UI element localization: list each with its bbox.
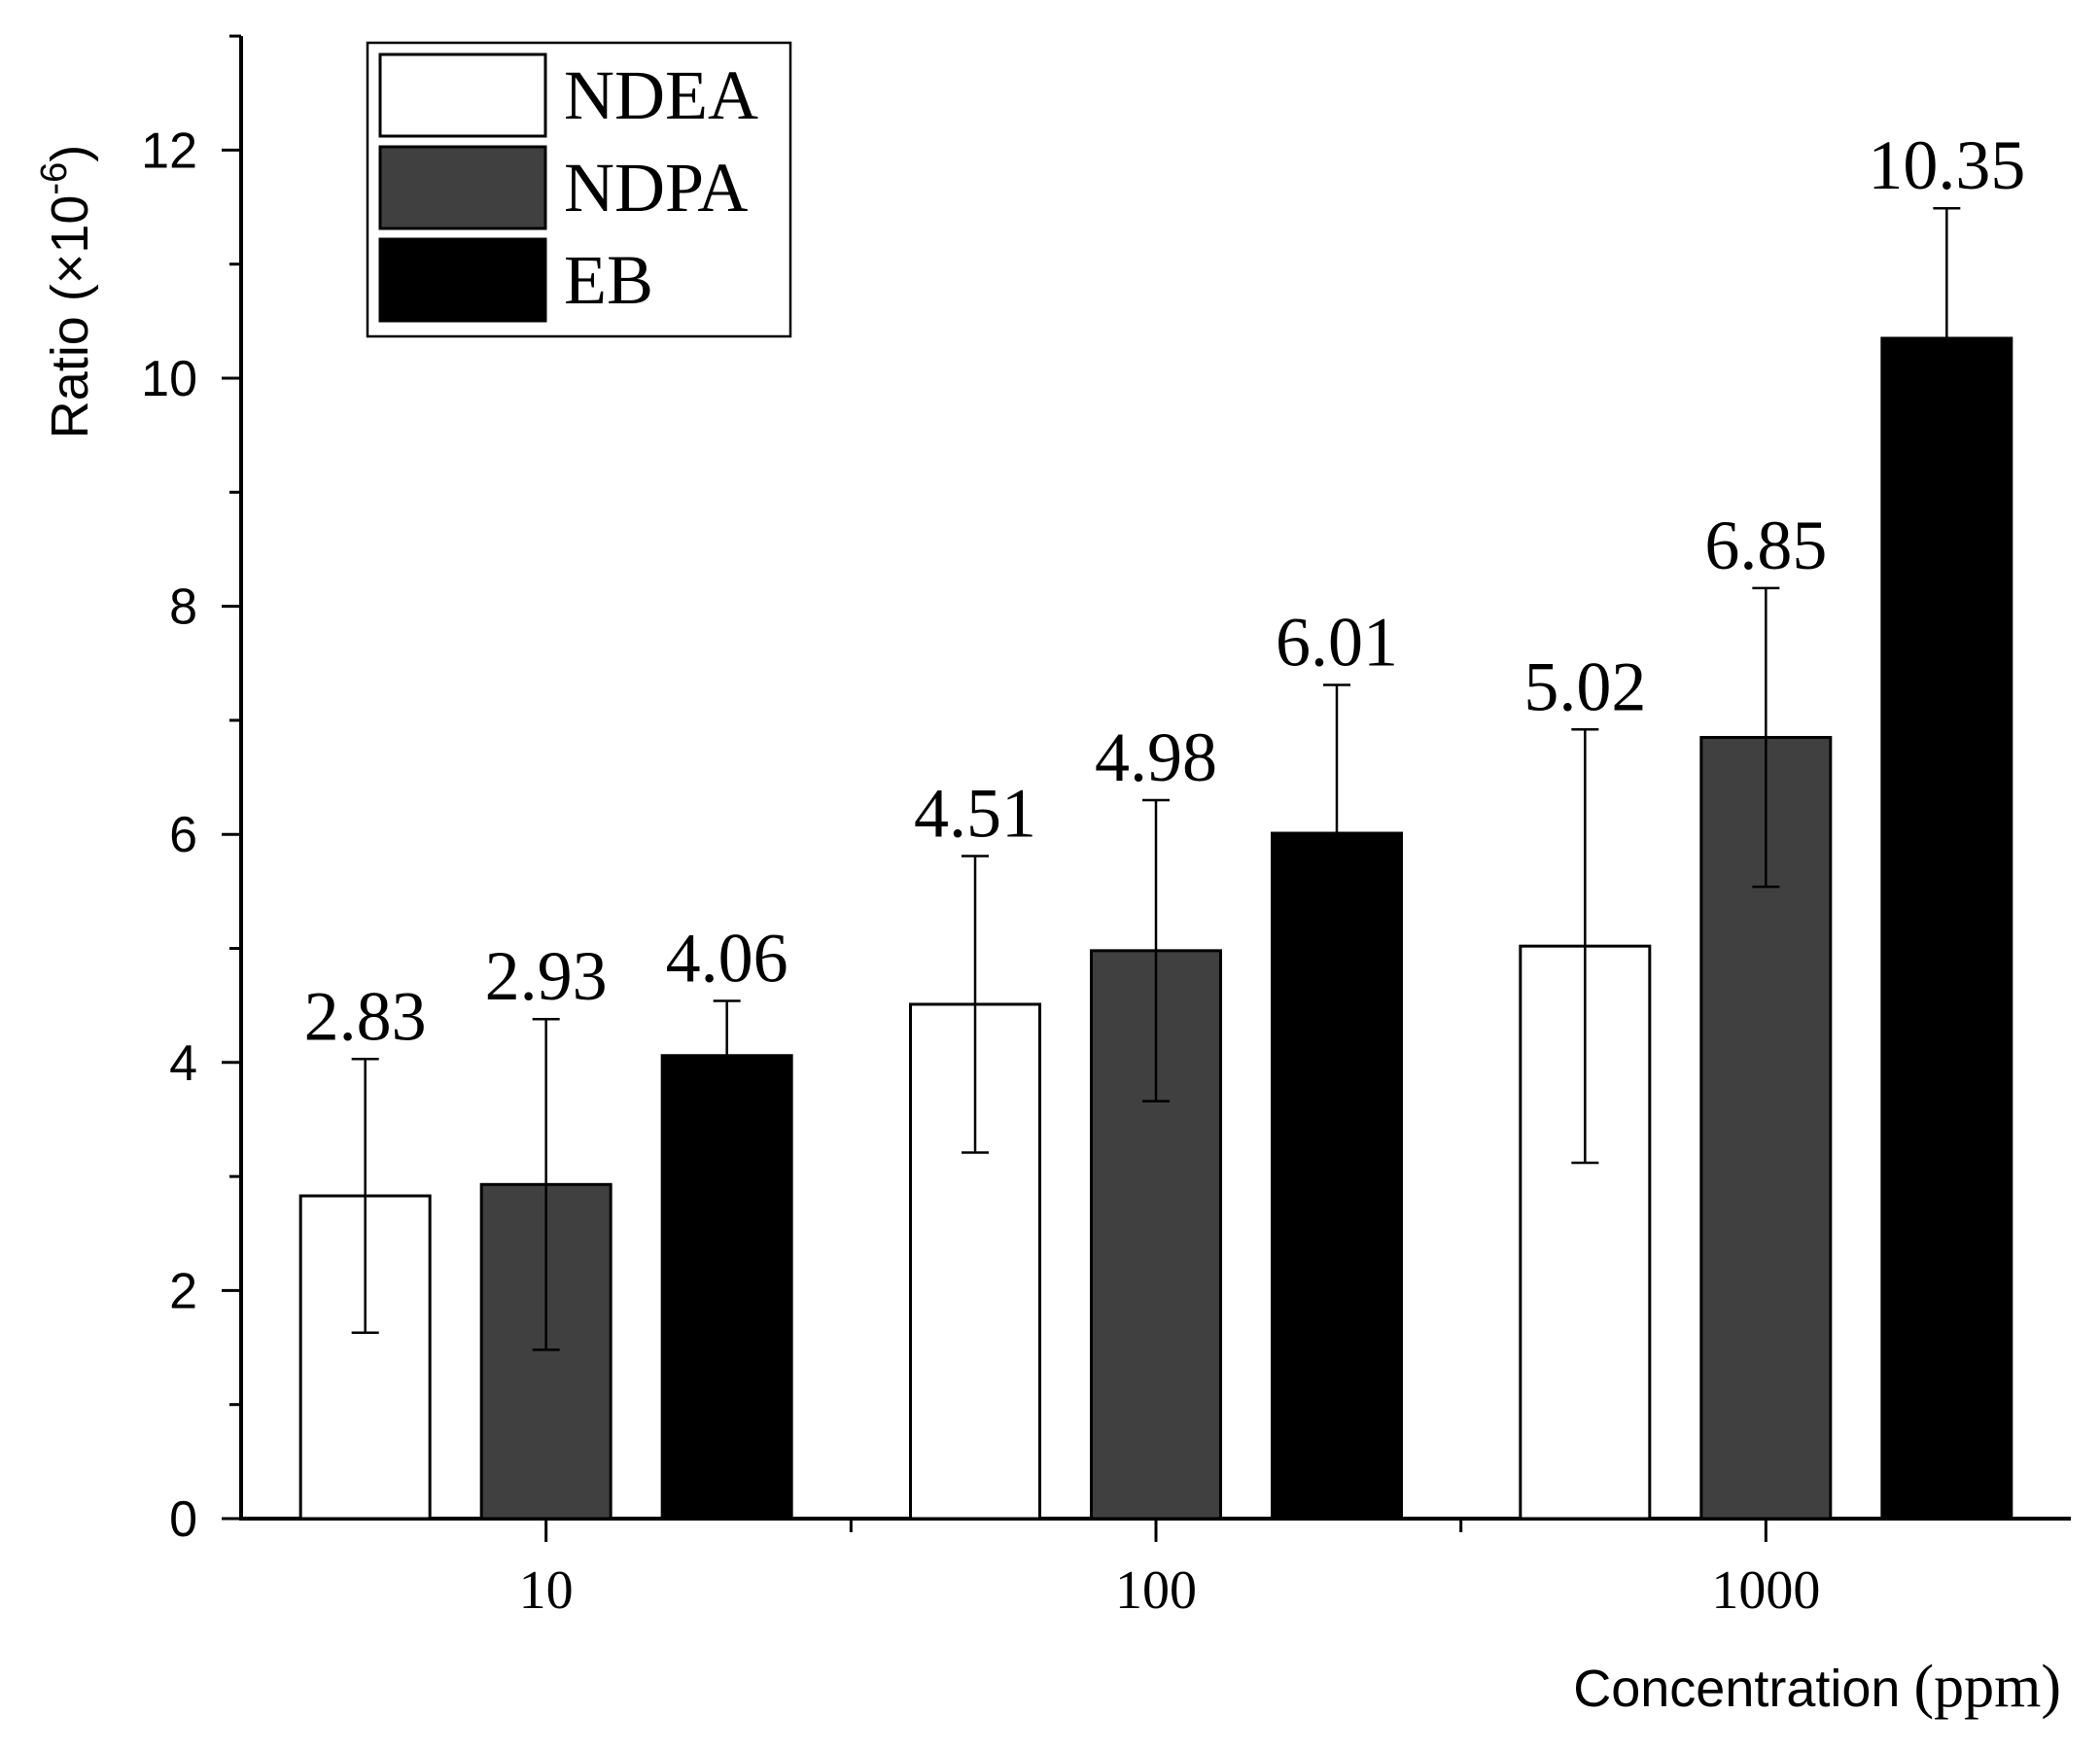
bars: 2.83 2.93 4.06 4.51 4.98 6.01 5.02 6.85 10.35 [298,126,2025,1521]
y-tick-label: 12 [141,122,197,179]
data-label: 2.83 [304,977,427,1055]
legend-swatch [378,52,547,138]
legend-label: NDPA [564,149,748,227]
bar [660,1054,793,1521]
y-axis-title: Ratio (×10-6) [34,145,99,438]
y-axis: 0 2 4 6 8 10 12 [141,34,243,1548]
legend-label: NDEA [564,56,758,134]
y-tick-label: 4 [169,1035,197,1092]
bar [1880,336,2013,1521]
y-tick-label: 8 [169,579,197,636]
bar [909,1002,1041,1521]
x-tick-label: 1000 [1711,1560,1820,1621]
data-label: 6.01 [1276,604,1398,682]
x-tick-label: 100 [1115,1560,1197,1621]
legend-swatch [378,145,547,230]
bar [298,1194,432,1521]
x-axis: 10 100 1000 [239,1517,2071,1621]
y-tick-label: 0 [169,1491,197,1548]
data-label: 6.85 [1704,507,1827,584]
y-tick-label: 6 [169,807,197,863]
data-label: 4.51 [914,774,1036,852]
legend-swatch [378,237,547,323]
y-tick-label: 2 [169,1263,197,1319]
legend-label: EB [564,241,653,319]
y-tick-label: 10 [141,351,197,407]
data-label: 4.06 [666,919,788,997]
x-axis-title: Concentration (ppm) [1573,1654,2061,1720]
data-label: 4.98 [1095,718,1217,796]
data-label: 10.35 [1868,126,2025,204]
data-label: 2.93 [485,937,608,1015]
legend: NDEA NDPA EB [366,41,792,338]
x-tick-label: 10 [519,1560,574,1621]
data-label: 5.02 [1523,648,1646,725]
